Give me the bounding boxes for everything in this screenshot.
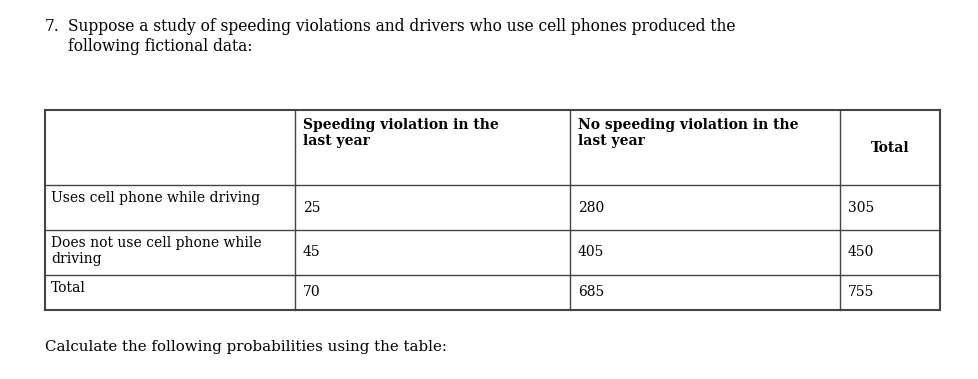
Text: 755: 755: [847, 285, 873, 299]
Text: 45: 45: [302, 246, 321, 260]
Text: Total: Total: [51, 281, 86, 295]
Text: Calculate the following probabilities using the table:: Calculate the following probabilities us…: [45, 340, 446, 354]
Text: No speeding violation in the
last year: No speeding violation in the last year: [577, 118, 798, 148]
Text: 305: 305: [847, 200, 873, 215]
Text: 25: 25: [302, 200, 320, 215]
Text: 280: 280: [577, 200, 603, 215]
Text: 685: 685: [577, 285, 603, 299]
Text: following fictional data:: following fictional data:: [67, 38, 252, 55]
Text: Uses cell phone while driving: Uses cell phone while driving: [51, 191, 260, 205]
Text: Does not use cell phone while
driving: Does not use cell phone while driving: [51, 236, 261, 266]
Text: 405: 405: [577, 246, 603, 260]
Bar: [45, 110, 939, 310]
Text: 450: 450: [847, 246, 873, 260]
Text: Total: Total: [869, 141, 909, 155]
Text: 70: 70: [302, 285, 321, 299]
Text: Suppose a study of speeding violations and drivers who use cell phones produced : Suppose a study of speeding violations a…: [67, 18, 734, 35]
Text: Speeding violation in the
last year: Speeding violation in the last year: [302, 118, 498, 148]
Text: 7.: 7.: [45, 18, 60, 35]
